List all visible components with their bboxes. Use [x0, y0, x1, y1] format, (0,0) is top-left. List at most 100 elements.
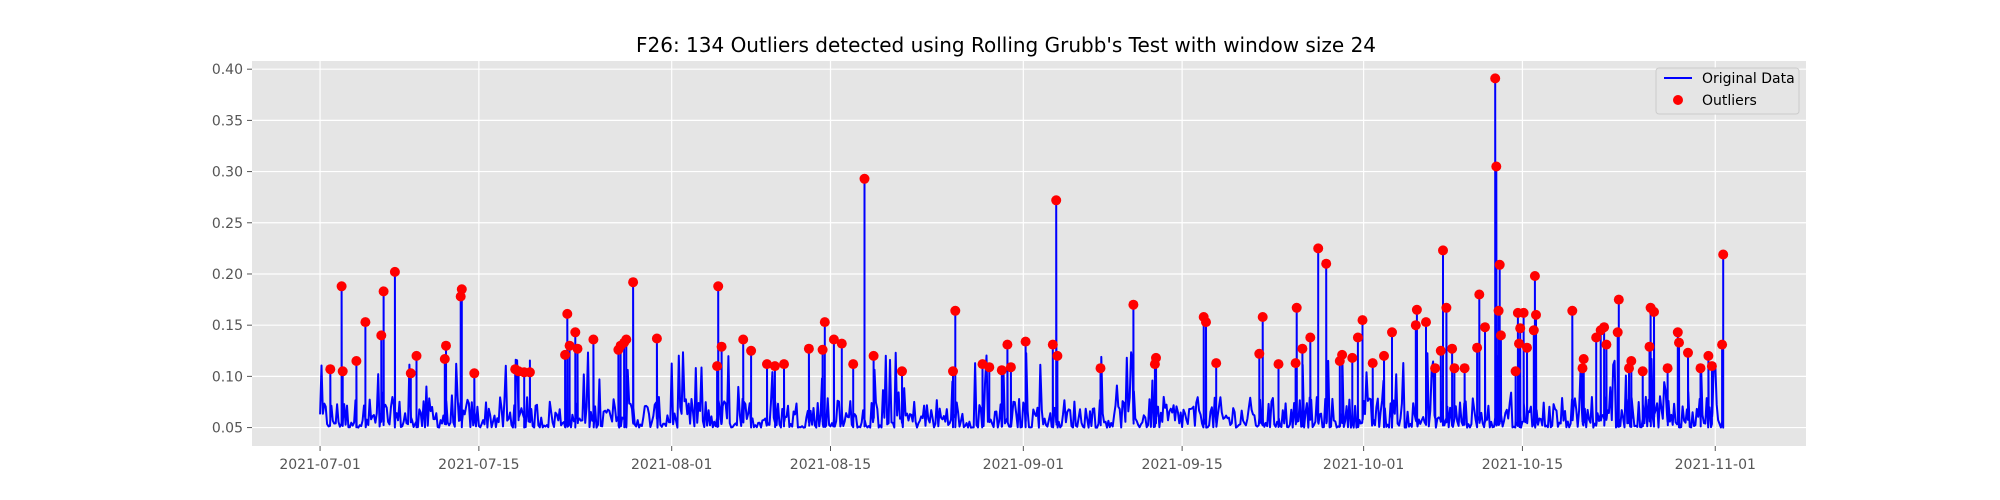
- legend-outlier-swatch: [1673, 95, 1683, 105]
- outlier-point: [716, 341, 727, 352]
- outlier-point: [1387, 327, 1397, 338]
- outlier-point: [1347, 352, 1358, 363]
- outlier-point: [1474, 289, 1485, 300]
- outlier-point: [1613, 294, 1624, 305]
- outlier-point: [996, 365, 1007, 376]
- outlier-point: [1522, 342, 1532, 353]
- outlier-point: [859, 173, 870, 184]
- legend: Original Data Outliers: [1655, 67, 1800, 115]
- outlier-point: [1052, 350, 1063, 361]
- outlier-markers: [325, 73, 1729, 379]
- outlier-point: [1411, 304, 1422, 315]
- outlier-point: [1626, 356, 1637, 366]
- outlier-point: [762, 359, 772, 370]
- outlier-point: [411, 350, 422, 361]
- outlier-point: [1528, 325, 1539, 336]
- legend-label-original-data: Original Data: [1702, 71, 1795, 87]
- y-tick-label: 0.10: [212, 369, 243, 385]
- outlier-point: [817, 344, 828, 355]
- outlier-point: [588, 334, 599, 345]
- outlier-point: [1599, 322, 1610, 333]
- outlier-point: [897, 366, 907, 377]
- outlier-point: [570, 327, 581, 338]
- outlier-point: [1514, 338, 1524, 349]
- outlier-point: [828, 334, 839, 345]
- outlier-point: [1273, 359, 1284, 370]
- outlier-point: [337, 366, 348, 377]
- outlier-point: [1020, 336, 1031, 347]
- outlier-point: [1421, 317, 1431, 328]
- outlier-point: [1577, 363, 1588, 374]
- outlier-point: [628, 277, 639, 288]
- outlier-point: [1002, 339, 1013, 350]
- outlier-point: [1515, 323, 1526, 334]
- outlier-point: [351, 356, 362, 366]
- x-tick-label: 2021-09-01: [983, 457, 1064, 473]
- outlier-point: [1367, 358, 1378, 369]
- outlier-point: [1201, 317, 1211, 328]
- outlier-point: [1430, 363, 1441, 374]
- outlier-point: [1649, 306, 1659, 317]
- outlier-point: [1047, 339, 1058, 350]
- outlier-point: [1491, 161, 1502, 172]
- outlier-point: [950, 305, 961, 316]
- x-tick-label: 2021-09-15: [1141, 457, 1222, 473]
- outlier-point: [389, 266, 400, 277]
- outlier-point: [1490, 73, 1501, 84]
- outlier-point: [1435, 345, 1446, 356]
- y-tick-label: 0.05: [212, 421, 243, 437]
- outlier-point: [713, 281, 724, 292]
- outlier-point: [746, 345, 757, 356]
- outlier-point: [1447, 343, 1458, 354]
- x-tick-label: 2021-08-15: [790, 457, 871, 473]
- outlier-point: [1529, 271, 1540, 281]
- outlier-point: [405, 368, 416, 379]
- outlier-point: [1531, 309, 1541, 320]
- outlier-point: [572, 343, 583, 354]
- outlier-point: [564, 340, 575, 351]
- outlier-point: [819, 317, 830, 328]
- outlier-point: [1672, 327, 1683, 338]
- outlier-point: [1337, 349, 1348, 360]
- outlier-point: [378, 286, 389, 297]
- plot-area: [252, 61, 1806, 446]
- outlier-point: [560, 349, 571, 360]
- outlier-point: [469, 368, 480, 379]
- outlier-point: [524, 367, 535, 378]
- outlier-point: [1493, 305, 1504, 316]
- outlier-point: [836, 338, 847, 349]
- outlier-point: [1291, 302, 1302, 313]
- outlier-point: [1254, 348, 1265, 359]
- outlier-point: [738, 334, 749, 345]
- outlier-point: [1495, 330, 1506, 341]
- chart-title: F26: 134 Outliers detected using Rolling…: [636, 33, 1376, 57]
- outlier-point: [1480, 322, 1490, 333]
- y-tick-label: 0.40: [212, 62, 243, 78]
- outlier-point: [848, 359, 859, 370]
- outlier-point: [1290, 358, 1301, 369]
- outlier-point: [948, 366, 958, 377]
- outlier-point: [1257, 312, 1268, 322]
- outlier-point: [1662, 363, 1673, 374]
- outlier-point: [868, 350, 879, 361]
- outlier-point: [1441, 302, 1452, 313]
- outlier-point: [1459, 363, 1470, 374]
- outlier-point: [1637, 366, 1648, 377]
- y-tick-label: 0.25: [212, 216, 243, 232]
- outlier-point: [1321, 258, 1332, 269]
- outlier-point: [336, 281, 347, 292]
- x-tick-label: 2021-07-01: [279, 457, 360, 473]
- y-tick-label: 0.30: [212, 165, 243, 181]
- legend-label-outliers: Outliers: [1702, 93, 1757, 109]
- outlier-point: [441, 340, 451, 351]
- outlier-point: [1674, 337, 1684, 348]
- outlier-point: [1128, 299, 1139, 310]
- outlier-point: [1518, 307, 1529, 318]
- outlier-point: [1051, 195, 1062, 206]
- outlier-point: [1438, 245, 1448, 256]
- outlier-point: [1494, 259, 1505, 270]
- outlier-point: [1357, 315, 1368, 326]
- x-tick-labels: 2021-07-01 2021-07-15 2021-08-01 2021-08-15…: [279, 457, 1756, 473]
- outlier-point: [1305, 332, 1316, 343]
- x-tick-label: 2021-07-15: [438, 457, 519, 473]
